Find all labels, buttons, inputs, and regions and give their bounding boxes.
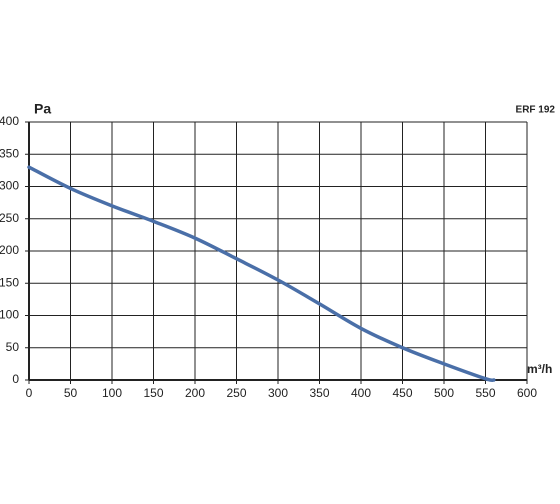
x-tick-label: 300	[268, 386, 288, 400]
y-tick-label: 150	[0, 275, 19, 289]
x-tick-label: 0	[26, 386, 33, 400]
x-tick-label: 550	[475, 386, 495, 400]
curve	[27, 165, 496, 383]
y-axis-label: Pa	[34, 101, 51, 117]
y-tick-label: 350	[0, 146, 19, 160]
x-tick-label: 250	[226, 386, 246, 400]
y-tick-label: 400	[0, 114, 19, 128]
x-tick-label: 350	[309, 386, 329, 400]
x-tick-label: 400	[351, 386, 371, 400]
y-tick-label: 200	[0, 243, 19, 257]
x-tick-label: 150	[143, 386, 163, 400]
y-tick-label: 100	[0, 308, 19, 322]
x-tick-label: 450	[392, 386, 412, 400]
y-tick-label: 300	[0, 179, 19, 193]
x-tick-label: 100	[102, 386, 122, 400]
x-tick-label: 500	[434, 386, 454, 400]
chart-title: ERF 192	[516, 105, 556, 116]
y-tick-label: 250	[0, 211, 19, 225]
y-tick-label: 50	[6, 340, 20, 354]
x-axis-label: m³/h	[527, 362, 552, 376]
x-tick-label: 50	[64, 386, 78, 400]
x-tick-label: 600	[517, 386, 537, 400]
y-tick-label: 0	[12, 372, 19, 386]
x-tick-label: 200	[185, 386, 205, 400]
